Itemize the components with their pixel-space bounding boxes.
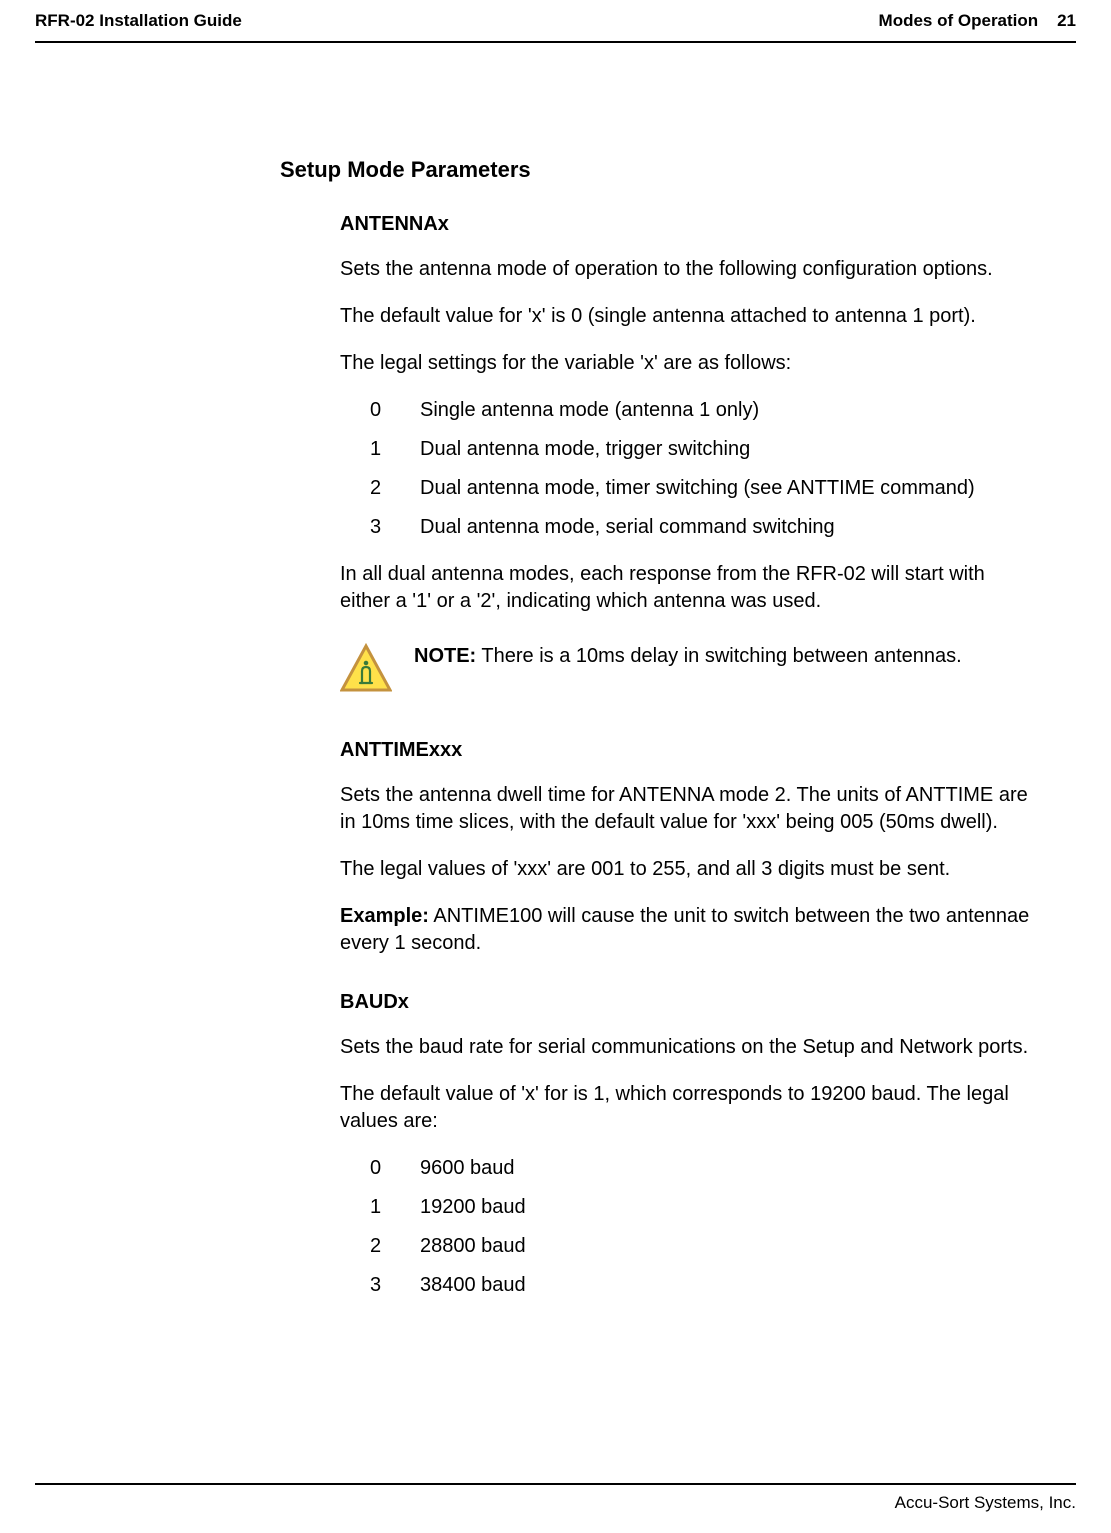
header-left: RFR-02 Installation Guide — [35, 10, 242, 33]
option-key: 2 — [340, 475, 420, 502]
anttime-heading: ANTTIMExxx — [340, 737, 1040, 764]
option-row: 3 38400 baud — [340, 1272, 1040, 1299]
footer-rule — [35, 1483, 1076, 1485]
option-row: 1 Dual antenna mode, trigger switching — [340, 436, 1040, 463]
option-value: 38400 baud — [420, 1272, 1040, 1299]
baud-p2: The default value of 'x' for is 1, which… — [340, 1081, 1040, 1135]
note-block: NOTE: There is a 10ms delay in switching… — [340, 643, 1040, 703]
option-key: 0 — [340, 1155, 420, 1182]
option-row: 3 Dual antenna mode, serial command swit… — [340, 514, 1040, 541]
option-row: 2 28800 baud — [340, 1233, 1040, 1260]
antennax-p1: Sets the antenna mode of operation to th… — [340, 256, 1040, 283]
option-value: Single antenna mode (antenna 1 only) — [420, 397, 1040, 424]
antennax-p3: The legal settings for the variable 'x' … — [340, 350, 1040, 377]
option-value: 9600 baud — [420, 1155, 1040, 1182]
note-body: There is a 10ms delay in switching betwe… — [476, 645, 961, 667]
option-value: Dual antenna mode, serial command switch… — [420, 514, 1040, 541]
option-row: 1 19200 baud — [340, 1194, 1040, 1221]
header-right: Modes of Operation 21 — [879, 10, 1076, 33]
content-area: Setup Mode Parameters ANTENNAx Sets the … — [280, 155, 1040, 1319]
example-label: Example: — [340, 905, 429, 927]
section-title: Setup Mode Parameters — [280, 155, 1040, 185]
antennax-p2: The default value for 'x' is 0 (single a… — [340, 303, 1040, 330]
header-rule — [35, 41, 1076, 43]
anttime-example: Example: ANTIME100 will cause the unit t… — [340, 903, 1040, 957]
baud-options: 0 9600 baud 1 19200 baud 2 28800 baud 3 … — [340, 1155, 1040, 1299]
example-text: ANTIME100 will cause the unit to switch … — [340, 905, 1029, 954]
option-key: 1 — [340, 436, 420, 463]
option-value: 19200 baud — [420, 1194, 1040, 1221]
option-key: 1 — [340, 1194, 420, 1221]
baud-p1: Sets the baud rate for serial communicat… — [340, 1034, 1040, 1061]
antennax-options: 0 Single antenna mode (antenna 1 only) 1… — [340, 397, 1040, 541]
option-row: 2 Dual antenna mode, timer switching (se… — [340, 475, 1040, 502]
anttime-p2: The legal values of 'xxx' are 001 to 255… — [340, 856, 1040, 883]
footer-text: Accu-Sort Systems, Inc. — [895, 1492, 1076, 1515]
anttime-p1: Sets the antenna dwell time for ANTENNA … — [340, 782, 1040, 836]
option-value: Dual antenna mode, timer switching (see … — [420, 475, 1040, 502]
note-text: NOTE: There is a 10ms delay in switching… — [414, 643, 1040, 670]
option-key: 0 — [340, 397, 420, 424]
option-row: 0 9600 baud — [340, 1155, 1040, 1182]
option-key: 3 — [340, 514, 420, 541]
note-label: NOTE: — [414, 645, 476, 667]
option-row: 0 Single antenna mode (antenna 1 only) — [340, 397, 1040, 424]
option-value: 28800 baud — [420, 1233, 1040, 1260]
antennax-p4: In all dual antenna modes, each response… — [340, 561, 1040, 615]
option-key: 2 — [340, 1233, 420, 1260]
option-key: 3 — [340, 1272, 420, 1299]
antennax-heading: ANTENNAx — [340, 211, 1040, 238]
baud-heading: BAUDx — [340, 989, 1040, 1016]
option-value: Dual antenna mode, trigger switching — [420, 436, 1040, 463]
warning-icon — [340, 643, 392, 703]
page-header: RFR-02 Installation Guide Modes of Opera… — [0, 0, 1111, 33]
